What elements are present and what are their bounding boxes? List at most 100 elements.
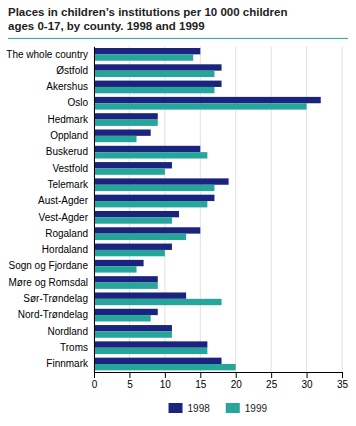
y-tick: Nordland — [47, 326, 94, 337]
title-line: Places in children’s institutions per 10… — [8, 6, 288, 18]
bar — [94, 136, 137, 142]
y-tick: Sogn og Fjordane — [8, 260, 94, 271]
x-tick-mark — [307, 372, 308, 378]
y-tick-label: Hordaland — [42, 244, 88, 255]
y-tick-label: Rogaland — [45, 228, 88, 239]
x-tick-label: 35 — [337, 379, 349, 390]
x-tick-label: 0 — [92, 379, 98, 390]
bar — [94, 152, 207, 158]
y-tick-label: Vestfold — [52, 163, 88, 174]
bar — [94, 54, 193, 60]
bar — [94, 341, 207, 347]
x-tick-label: 30 — [302, 379, 314, 390]
legend-swatch — [226, 403, 240, 413]
y-tick: Vest-Agder — [39, 212, 94, 223]
y-tick-label: Telemark — [47, 179, 89, 190]
y-tick-label: Aust-Agder — [38, 195, 89, 206]
y-axis: The whole country Østfold Akershus Oslo Hedm… — [6, 47, 94, 373]
x-tick-mark — [94, 372, 95, 378]
bar — [94, 283, 158, 289]
y-tick: Telemark — [47, 179, 94, 190]
y-tick-label: Sør-Trøndelag — [23, 293, 88, 304]
y-tick-label: The whole country — [6, 49, 88, 60]
bar — [94, 364, 236, 370]
y-tick-label: Troms — [60, 342, 88, 353]
legend-item: 1998 — [169, 403, 211, 414]
y-tick-label: Sogn og Fjordane — [8, 260, 88, 271]
legend-label: 1998 — [188, 403, 211, 414]
y-tick: Vestfold — [52, 163, 94, 174]
bar — [94, 244, 172, 250]
bar — [94, 292, 186, 298]
y-tick-label: Buskerud — [46, 146, 88, 157]
grid — [94, 46, 342, 372]
x-tick: 15 — [195, 372, 207, 390]
bar — [94, 48, 200, 54]
y-tick-label: Nordland — [47, 326, 88, 337]
y-tick-label: Nord-Trøndelag — [18, 309, 88, 320]
x-tick-mark — [200, 372, 201, 378]
bar — [94, 129, 151, 135]
bar — [94, 64, 222, 70]
grid-line — [94, 46, 95, 372]
bar — [94, 178, 229, 184]
bar — [94, 299, 222, 305]
title-line: ages 0-17, by county. 1998 and 1999 — [8, 20, 205, 32]
legend: 1998 1999 — [169, 403, 268, 414]
title: Places in children’s institutions per 10… — [8, 6, 288, 32]
y-tick: Oslo — [67, 97, 94, 108]
y-tick: Møre og Romsdal — [9, 277, 94, 288]
bar — [94, 315, 151, 321]
x-tick-mark — [236, 372, 237, 378]
x-tick-label: 5 — [127, 379, 133, 390]
bar — [94, 227, 200, 233]
x-tick-mark — [342, 372, 343, 378]
x-tick-label: 25 — [266, 379, 278, 390]
chart-container: Places in children’s institutions per 10… — [0, 0, 356, 426]
y-tick-label: Hedmark — [47, 114, 89, 125]
x-tick-mark — [129, 372, 130, 378]
bar — [94, 120, 158, 126]
y-tick-label: Akershus — [46, 81, 88, 92]
x-tick-label: 10 — [160, 379, 172, 390]
y-tick: Nord-Trøndelag — [18, 309, 94, 320]
plot: 0 5 10 15 20 25 30 35 The whole country Østfold Ak… — [6, 46, 348, 390]
bar — [94, 71, 214, 77]
bar — [94, 260, 144, 266]
bar — [94, 309, 158, 315]
legend-label: 1999 — [245, 403, 268, 414]
y-tick: Hedmark — [47, 114, 94, 125]
bar — [94, 201, 207, 207]
y-tick: Buskerud — [46, 146, 94, 157]
grid-line — [129, 46, 130, 372]
x-tick: 20 — [231, 372, 243, 390]
bar — [94, 195, 214, 201]
bar — [94, 234, 186, 240]
y-tick: Østfold — [56, 65, 94, 76]
grid-line — [235, 46, 236, 372]
grid-line — [271, 46, 272, 372]
y-axis-line — [94, 47, 95, 373]
bar — [94, 113, 158, 119]
grid-line — [306, 46, 307, 372]
bar — [94, 331, 172, 337]
y-tick: Oppland — [50, 130, 94, 141]
bar — [94, 211, 179, 217]
y-tick: Akershus — [46, 81, 94, 92]
y-tick-label: Finnmark — [46, 358, 89, 369]
y-tick: Hordaland — [42, 244, 94, 255]
x-tick: 35 — [337, 372, 349, 390]
y-tick-label: Vest-Agder — [39, 212, 89, 223]
x-tick-mark — [271, 372, 272, 378]
bar-series — [94, 54, 307, 370]
bar — [94, 87, 214, 93]
y-tick: Troms — [60, 342, 94, 353]
y-tick: Finnmark — [46, 358, 94, 369]
bars — [94, 48, 321, 370]
y-tick: Rogaland — [45, 228, 94, 239]
bar — [94, 168, 165, 174]
y-tick: Aust-Agder — [38, 195, 94, 206]
bar — [94, 146, 200, 152]
bar — [94, 250, 165, 256]
grid-line — [164, 46, 165, 372]
